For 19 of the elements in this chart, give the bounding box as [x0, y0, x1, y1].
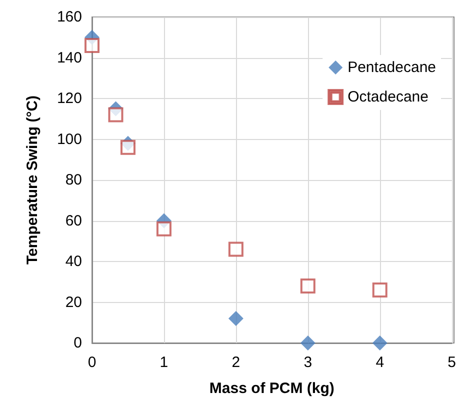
x-tick-label: 0: [88, 354, 96, 371]
legend-label: Octadecane: [348, 88, 428, 106]
y-tick-label: 100: [56, 130, 82, 148]
y-tick-label: 60: [65, 212, 82, 230]
x-tick-label: 2: [232, 354, 240, 371]
y-tick-label: 140: [56, 49, 82, 66]
legend-label: Pentadecane: [348, 59, 436, 76]
x-tick-label: 4: [376, 354, 384, 371]
y-tick-label: 80: [65, 172, 82, 188]
x-tick-label: 3: [304, 354, 312, 371]
x-tick-label: 5: [448, 354, 456, 371]
y-tick-label: 120: [56, 90, 82, 107]
y-tick-label: 40: [65, 253, 82, 270]
x-axis-title: Mass of PCM (kg): [209, 380, 334, 397]
y-tick-label: 0: [74, 334, 82, 352]
y-tick-label: 160: [56, 8, 82, 26]
y-axis-title: Temperature Swing (°C): [24, 95, 41, 265]
y-tick-label: 20: [65, 294, 82, 311]
x-tick-label: 1: [160, 354, 168, 371]
